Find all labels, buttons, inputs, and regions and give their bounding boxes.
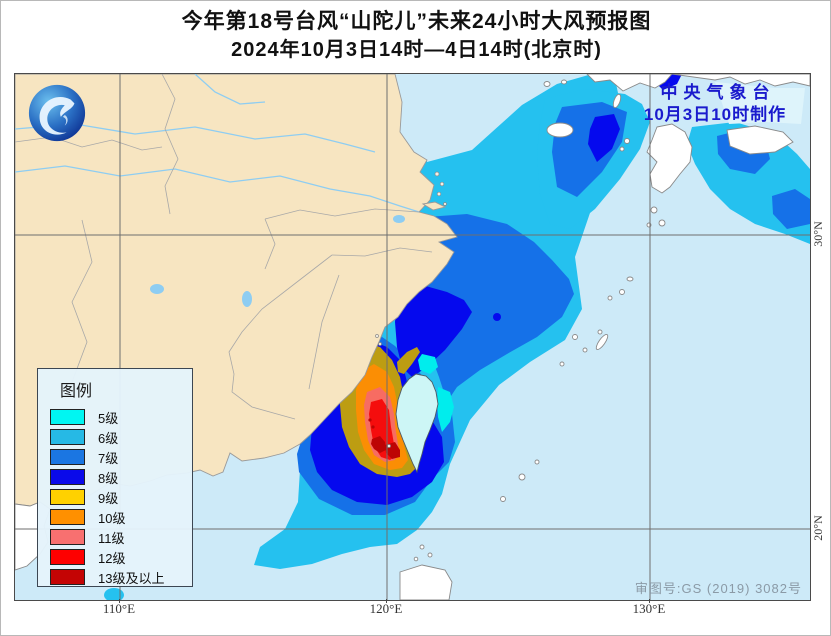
lon-label: 110°E [102, 601, 136, 616]
lat-label: 20°N [811, 515, 825, 541]
jeju-island [546, 122, 574, 138]
legend-label: 6级 [98, 430, 119, 446]
legend-item: 5级 [50, 407, 192, 427]
river-yangtze [15, 165, 420, 213]
legend-label: 5级 [98, 410, 119, 426]
batanes-islands [413, 544, 433, 562]
legend-label: 9级 [98, 490, 119, 506]
page-subtitle: 2024年10月3日14时—4日14时(北京时) [231, 39, 602, 61]
legend-item: 10级 [50, 507, 192, 527]
lake-dongting [150, 284, 164, 294]
legend-swatch [50, 409, 85, 425]
honshu [671, 74, 810, 87]
legend-item: 8级 [50, 467, 192, 487]
legend-swatch [50, 569, 85, 585]
okinawa [595, 333, 609, 351]
river-huai [15, 123, 376, 153]
legend-items: 5级 6级 7级 8级 9级 10级 11级 12级 13级及以上 [50, 407, 192, 587]
lat-label: 30°N [811, 221, 825, 247]
ryukyu-islands [500, 276, 634, 502]
legend-item: 11级 [50, 527, 192, 547]
producer-stamp: 中央气象台 10月3日10时制作 [615, 82, 815, 126]
page-title: 今年第18号台风“山陀儿”未来24小时大风预报图 [181, 10, 652, 33]
legend-item: 9级 [50, 487, 192, 507]
legend-item: 12级 [50, 547, 192, 567]
producer-time: 10月3日10时制作 [643, 105, 787, 124]
legend-swatch [50, 449, 85, 465]
legend-swatch [50, 549, 85, 565]
coastal-islands [375, 171, 447, 448]
legend-swatch [50, 489, 85, 505]
lon-tick [386, 599, 387, 603]
lake-taihu [393, 215, 405, 223]
legend-item: 7级 [50, 447, 192, 467]
legend-label: 8级 [98, 470, 119, 486]
legend-swatch [50, 509, 85, 525]
legend-item: 13级及以上 [50, 567, 192, 587]
legend-swatch [50, 469, 85, 485]
kyushu [646, 123, 693, 194]
korea-peninsula [586, 74, 673, 92]
legend-label: 7级 [98, 450, 119, 466]
lon-tick [649, 599, 650, 603]
title-block: 今年第18号台风“山陀儿”未来24小时大风预报图 2024年10月3日14时—4… [1, 7, 830, 64]
producer-name: 中央气象台 [660, 83, 776, 102]
lon-label: 130°E [632, 601, 666, 616]
foreign-land [15, 74, 810, 600]
map-approval-watermark: 审图号:GS (2019) 3082号 [634, 581, 802, 596]
river-north [194, 74, 266, 105]
legend-swatch [50, 529, 85, 545]
legend-swatch [50, 429, 85, 445]
tsushima-island [612, 93, 622, 109]
cma-typhoon-logo-icon [26, 82, 88, 144]
luzon [399, 564, 453, 600]
legend-label: 12级 [98, 550, 126, 566]
shikoku [726, 125, 794, 155]
lon-tick [119, 599, 120, 603]
lake-poyang [242, 291, 252, 307]
legend-label: 13级及以上 [98, 570, 165, 586]
taiwan-island [395, 373, 439, 474]
lon-label: 120°E [369, 601, 403, 616]
legend-label: 10级 [98, 510, 126, 526]
legend-label: 11级 [98, 530, 125, 546]
legend-item: 6级 [50, 427, 192, 447]
legend-title: 图例 [60, 383, 93, 400]
wind-legend: 图例 5级 6级 7级 8级 9级 10级 11级 12级 13级及以上 [37, 368, 193, 587]
